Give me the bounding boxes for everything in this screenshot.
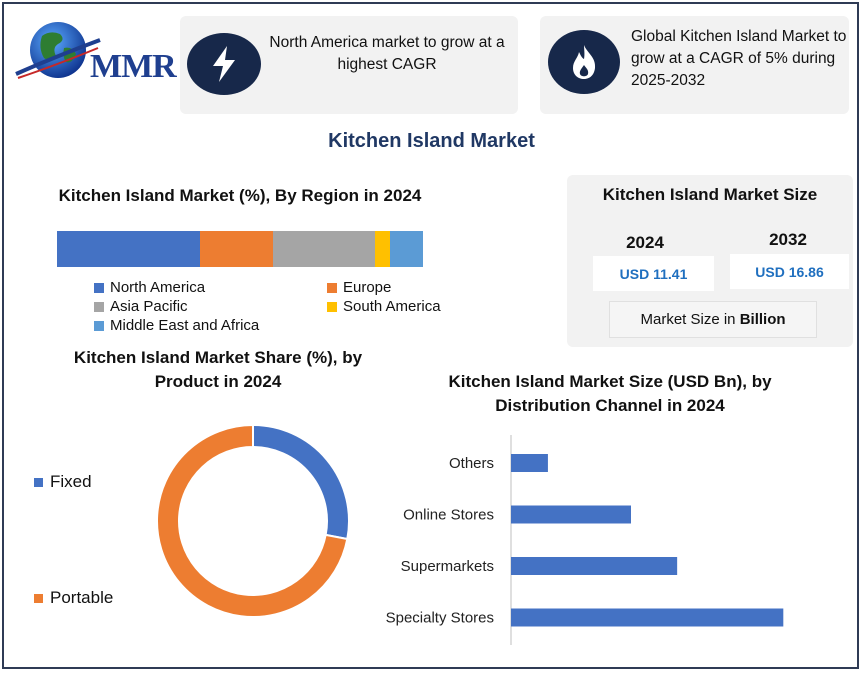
region-chart-title: Kitchen Island Market (%), By Region in … [58, 186, 422, 205]
donut-slice-portable [156, 425, 349, 618]
region-segment-middle-east-and-africa [390, 231, 423, 267]
card-text: North America market to grow at a highes… [269, 34, 505, 73]
distribution-chart-title: Kitchen Island Market Size (USD Bn), by … [448, 372, 772, 415]
cagr-global-card: Global Kitchen Island Market to grow at … [540, 16, 849, 114]
legend-item-south-america: South America [327, 298, 441, 315]
legend-item-north-america: North America [94, 279, 205, 296]
card-text: Global Kitchen Island Market to grow at … [631, 28, 847, 89]
flame-badge [548, 30, 620, 94]
legend-label: Fixed [50, 472, 92, 491]
legend-label: Middle East and Africa [110, 317, 260, 334]
legend-label: South America [343, 298, 441, 315]
legend-label: Asia Pacific [110, 298, 188, 315]
legend-label: North America [110, 279, 206, 296]
unit-bold: Billion [739, 311, 786, 328]
legend-swatch [94, 282, 104, 293]
donut-slice-fixed [252, 425, 350, 541]
legend-swatch [94, 320, 104, 331]
category-label-specialty-stores: Specialty Stores [386, 610, 494, 627]
logo-text: MMR [90, 48, 177, 85]
year-2024-label: 2024 [626, 233, 664, 252]
category-label-others: Others [449, 455, 494, 472]
region-segment-north-america [57, 231, 200, 267]
product-donut-chart [156, 425, 350, 618]
flame-icon [573, 45, 596, 79]
product-chart-title: Kitchen Island Market Share (%), by Prod… [73, 348, 363, 391]
year-2032-label: 2032 [769, 230, 807, 249]
bar-specialty-stores [511, 608, 784, 627]
mmr-logo: MMR [12, 18, 177, 90]
region-segment-europe [199, 231, 273, 267]
legend-item-europe: Europe [327, 279, 391, 296]
value-2024: USD 11.41 [593, 256, 714, 291]
globe-icon [15, 22, 101, 79]
legend-item-middle-east-and-africa: Middle East and Africa [94, 317, 259, 334]
category-label-online-stores: Online Stores [403, 507, 494, 524]
bar-supermarkets [511, 557, 678, 575]
legend-label: Portable [50, 588, 114, 607]
unit-prefix: Market Size in [640, 311, 740, 328]
value-2032: USD 16.86 [730, 254, 849, 289]
region-segment-asia-pacific [272, 231, 376, 267]
lightning-badge [187, 33, 261, 95]
legend-item-fixed: Fixed [34, 472, 92, 492]
legend-label: Europe [343, 279, 392, 296]
market-size-title: Kitchen Island Market Size [602, 185, 818, 204]
market-size-unit: Market Size in Billion [609, 301, 817, 338]
legend-swatch [94, 301, 104, 312]
region-stacked-bar [57, 231, 423, 267]
bar-others [511, 454, 548, 472]
cagr-region-card: North America market to grow at a highes… [180, 16, 518, 114]
distribution-bar-chart: Others Online Stores Supermarkets Specialty… [386, 435, 784, 645]
legend-item-portable: Portable [34, 588, 113, 608]
page-title: Kitchen Island Market [328, 130, 535, 152]
legend-swatch [34, 593, 43, 603]
legend-swatch [327, 282, 337, 293]
bar-online-stores [511, 505, 631, 524]
category-label-supermarkets: Supermarkets [401, 558, 494, 575]
legend-swatch [327, 301, 337, 312]
legend-swatch [34, 477, 43, 487]
lightning-icon [213, 46, 235, 82]
region-segment-south-america [375, 231, 391, 267]
legend-item-asia-pacific: Asia Pacific [94, 298, 188, 315]
